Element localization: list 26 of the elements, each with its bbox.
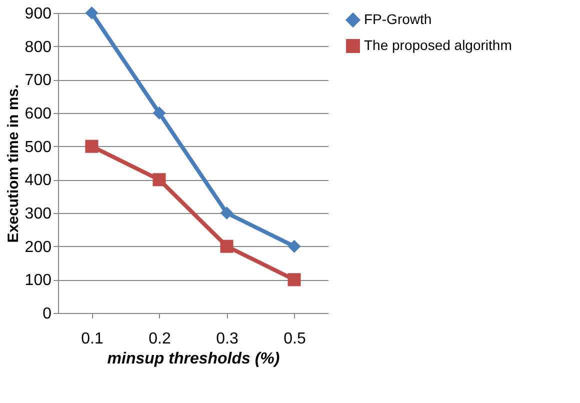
point — [288, 273, 301, 286]
x-tick-label: 0.5 — [284, 330, 306, 348]
y-tick-label: 300 — [24, 206, 52, 222]
x-axis-title: minsup thresholds (%) — [107, 350, 280, 368]
y-tick-label: 900 — [24, 6, 52, 22]
y-tick-label: 200 — [24, 238, 52, 256]
y-tick-label: 700 — [24, 72, 52, 90]
point — [288, 240, 301, 253]
y-tick-label: 100 — [24, 272, 52, 290]
point — [220, 206, 234, 220]
x-tick-label: 0.3 — [216, 330, 238, 348]
y-tick-label: 0 — [42, 306, 52, 322]
y-tick-label: 500 — [24, 138, 52, 156]
y-tick-label: 800 — [24, 38, 52, 56]
point — [85, 140, 98, 153]
y-axis-title: Executiom time in ms. — [4, 84, 22, 243]
point — [152, 173, 166, 186]
legend-label: FP-Growth — [364, 11, 432, 27]
y-tick-label: 600 — [24, 106, 52, 122]
y-tick-label: 400 — [24, 172, 52, 190]
x-tick-label: 0.1 — [81, 330, 104, 348]
point — [152, 106, 166, 120]
point — [220, 240, 234, 253]
x-tick-label: 0.2 — [148, 330, 171, 348]
point — [85, 6, 98, 20]
legend-label: The proposed algorithm — [364, 37, 512, 53]
